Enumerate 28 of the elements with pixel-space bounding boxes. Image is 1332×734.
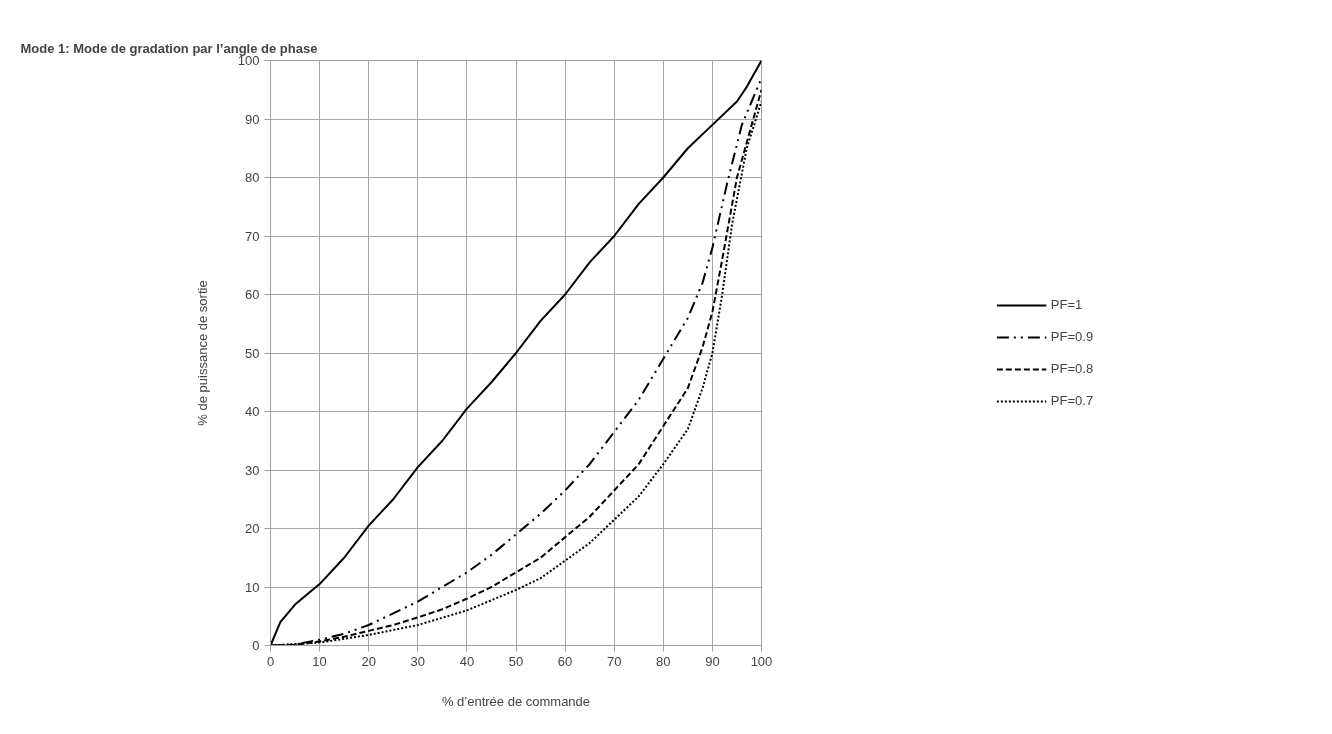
chart-title: Mode 1: Mode de gradation par l’angle de phase <box>20 40 318 56</box>
y-tick-label: 70 <box>245 228 260 244</box>
y-tick-label: 0 <box>252 638 260 653</box>
x-tick-label: 30 <box>410 653 426 669</box>
legend-label: PF=1 <box>1050 297 1083 312</box>
x-axis-title: % d’entrée de commande <box>441 693 591 709</box>
x-tick-label: 100 <box>750 653 773 669</box>
y-tick-label: 80 <box>245 170 260 185</box>
x-tick-label: 10 <box>312 653 327 669</box>
x-tick-label: 60 <box>557 653 573 669</box>
legend-label: PF=0.8 <box>1050 361 1094 376</box>
x-tick-label: 70 <box>606 653 622 669</box>
y-axis-title: % de puissance de sortie <box>194 280 210 426</box>
y-tick-label: 90 <box>245 111 260 127</box>
x-tick-label: 40 <box>459 653 475 669</box>
legend-label: PF=0.7 <box>1050 393 1094 408</box>
x-tick-label: 0 <box>266 653 275 669</box>
x-tick-label: 20 <box>361 653 376 669</box>
x-tick-label: 80 <box>656 653 671 669</box>
y-tick-label: 10 <box>245 579 260 595</box>
legend-label: PF=0.9 <box>1050 329 1094 344</box>
x-tick-label: 90 <box>705 653 720 669</box>
y-tick-label: 50 <box>245 345 260 361</box>
y-tick-label: 40 <box>245 404 260 419</box>
y-tick-label: 30 <box>245 462 260 478</box>
y-tick-label: 20 <box>245 521 260 536</box>
x-tick-label: 50 <box>508 653 524 669</box>
y-tick-label: 60 <box>245 287 260 302</box>
